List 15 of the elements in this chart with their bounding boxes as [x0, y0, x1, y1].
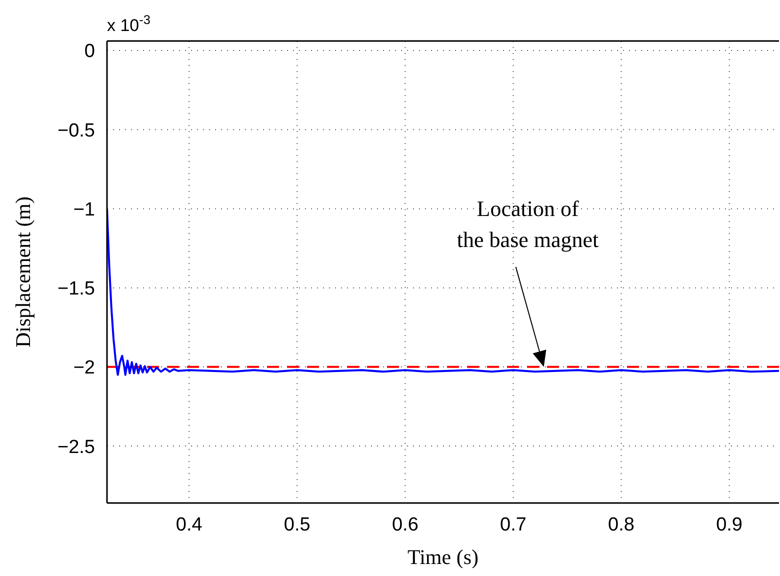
y-tick-label: −1.5	[57, 278, 95, 300]
x-tick-label: 0.4	[176, 514, 203, 536]
x-tick-label: 0.6	[392, 514, 418, 536]
y-tick-label: −1	[73, 199, 95, 220]
y-axis-title: Displacement (m)	[11, 196, 35, 348]
y-tick-label: 0	[84, 41, 95, 62]
x-tick-label: 0.7	[500, 514, 526, 536]
x-tick-label: 0.5	[284, 514, 310, 536]
x-tick-label: 0.9	[716, 514, 743, 536]
x-tick-label: 0.8	[608, 514, 634, 536]
y-tick-label: −2	[73, 358, 95, 379]
y-tick-label: −2.5	[57, 436, 95, 458]
annotation: Location of the base magnet	[456, 196, 599, 252]
text: x 10$^{-3}$	[107, 12, 150, 35]
y-tick-label: −0.5	[57, 120, 95, 142]
